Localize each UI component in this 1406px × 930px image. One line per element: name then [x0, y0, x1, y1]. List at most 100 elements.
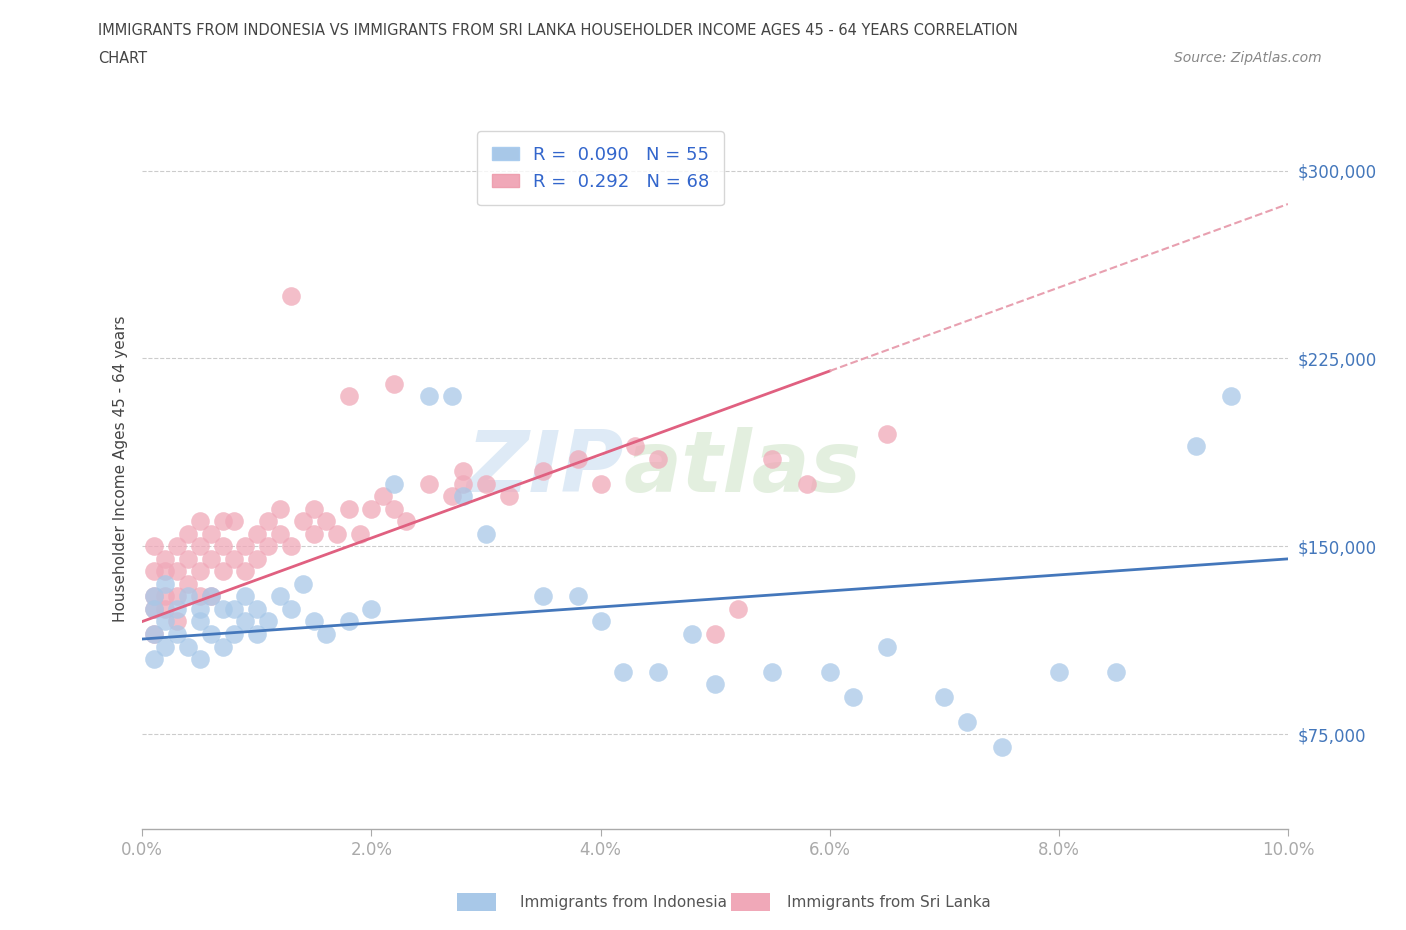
Point [188, 589, 211, 604]
Point [142, 627, 165, 642]
Text: ZIP: ZIP [465, 427, 623, 511]
Point [876, 639, 898, 654]
Point [177, 577, 200, 591]
Point [796, 476, 818, 491]
Point [200, 551, 222, 566]
Point [589, 614, 612, 629]
Point [704, 677, 727, 692]
Point [246, 526, 269, 541]
Y-axis label: Householder Income Ages 45 - 64 years: Householder Income Ages 45 - 64 years [114, 315, 128, 622]
Point [315, 514, 337, 529]
Point [761, 451, 783, 466]
Point [155, 551, 177, 566]
Point [246, 602, 269, 617]
Point [302, 501, 325, 516]
Text: Source: ZipAtlas.com: Source: ZipAtlas.com [1174, 51, 1322, 65]
Point [257, 614, 280, 629]
Point [211, 602, 233, 617]
Point [200, 589, 222, 604]
Point [142, 602, 165, 617]
Point [727, 602, 749, 617]
Point [302, 614, 325, 629]
Point [142, 538, 165, 553]
Point [531, 464, 554, 479]
Point [280, 538, 302, 553]
Point [418, 389, 440, 404]
Point [257, 514, 280, 529]
Point [382, 376, 405, 391]
Point [337, 501, 360, 516]
Point [337, 614, 360, 629]
Point [647, 451, 669, 466]
Point [382, 501, 405, 516]
Point [235, 589, 257, 604]
Point [280, 602, 302, 617]
Point [360, 602, 382, 617]
Point [177, 589, 200, 604]
Point [155, 639, 177, 654]
Point [302, 526, 325, 541]
Point [200, 627, 222, 642]
Point [155, 614, 177, 629]
Point [188, 564, 211, 578]
Point [269, 526, 291, 541]
Point [291, 514, 314, 529]
Point [188, 514, 211, 529]
Point [647, 664, 669, 679]
Point [155, 602, 177, 617]
Point [326, 526, 349, 541]
Point [246, 551, 269, 566]
Point [269, 501, 291, 516]
Point [200, 526, 222, 541]
Point [142, 564, 165, 578]
Point [166, 614, 188, 629]
Point [142, 652, 165, 667]
Point [337, 389, 360, 404]
Point [188, 652, 211, 667]
Point [1185, 439, 1208, 454]
Point [222, 514, 245, 529]
Point [235, 614, 257, 629]
Point [177, 526, 200, 541]
Point [222, 551, 245, 566]
Point [142, 602, 165, 617]
Point [1105, 664, 1128, 679]
Point [315, 627, 337, 642]
Point [222, 602, 245, 617]
Point [269, 589, 291, 604]
Point [876, 426, 898, 441]
Point [235, 538, 257, 553]
Text: Immigrants from Sri Lanka: Immigrants from Sri Lanka [787, 895, 991, 910]
Point [841, 689, 863, 704]
Text: CHART: CHART [98, 51, 148, 66]
Point [498, 489, 520, 504]
Point [681, 627, 703, 642]
Point [567, 589, 589, 604]
Point [166, 589, 188, 604]
Point [166, 564, 188, 578]
Point [200, 589, 222, 604]
Point [1047, 664, 1070, 679]
Point [818, 664, 841, 679]
Point [222, 627, 245, 642]
Point [451, 476, 474, 491]
Point [155, 564, 177, 578]
Point [142, 627, 165, 642]
Point [235, 564, 257, 578]
Point [624, 439, 647, 454]
Point [211, 514, 233, 529]
Point [371, 489, 394, 504]
Point [142, 589, 165, 604]
Point [155, 589, 177, 604]
Point [188, 602, 211, 617]
Point [188, 538, 211, 553]
Text: atlas: atlas [623, 427, 862, 511]
Point [142, 589, 165, 604]
Point [531, 589, 554, 604]
Point [257, 538, 280, 553]
Point [177, 639, 200, 654]
Point [382, 476, 405, 491]
Point [177, 551, 200, 566]
Point [188, 614, 211, 629]
Point [166, 627, 188, 642]
